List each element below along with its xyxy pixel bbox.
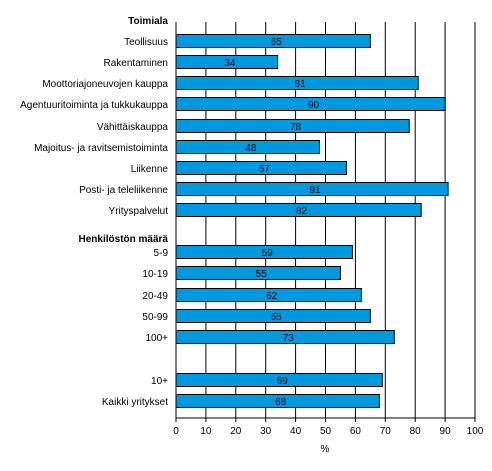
bar-value-label: 34	[224, 58, 236, 69]
x-tick-label: 100	[467, 426, 484, 437]
category-label: Moottoriajoneuvojen kauppa	[42, 79, 168, 90]
group-heading: Toimiala	[128, 16, 168, 27]
category-label: Teollisuus	[124, 37, 168, 48]
x-tick-label: 20	[230, 426, 242, 437]
x-axis: 0 10 20 30 40 50 60 70 80 90 100	[173, 22, 484, 437]
category-label: Kaikki yritykset	[102, 397, 168, 408]
bar-value-label: 65	[271, 312, 283, 323]
x-tick-label: 90	[440, 426, 452, 437]
bar-value-label: 73	[283, 333, 295, 344]
category-label: Yrityspalvelut	[109, 206, 169, 217]
bar-value-label: 90	[308, 100, 320, 111]
bar-value-label: 48	[245, 143, 257, 154]
x-tick-label: 0	[173, 426, 179, 437]
bar-value-label: 59	[262, 248, 274, 259]
category-label: 10+	[151, 376, 168, 387]
bar-value-label: 81	[295, 79, 307, 90]
category-label: Majoitus- ja ravitsemistoiminta	[34, 143, 168, 154]
x-tick-label: 80	[410, 426, 422, 437]
bar-value-label: 55	[256, 269, 268, 280]
category-label: Posti- ja teleliikenne	[79, 185, 168, 196]
category-label: 10-19	[142, 269, 168, 280]
x-tick-label: 10	[200, 426, 212, 437]
x-tick-label: 50	[320, 426, 332, 437]
category-label: Vähittäiskauppa	[97, 122, 169, 133]
x-tick-label: 60	[350, 426, 362, 437]
x-tick-label: 70	[380, 426, 392, 437]
bar-value-label: 57	[259, 164, 271, 175]
bar-value-label: 82	[296, 206, 308, 217]
category-labels: Toimiala Teollisuus Rakentaminen Moottoriaj…	[20, 16, 168, 408]
x-tick-label: 40	[290, 426, 302, 437]
bar-value-label: 78	[290, 122, 302, 133]
bar-value-label: 65	[271, 37, 283, 48]
category-label: 100+	[145, 333, 168, 344]
bar-value-label: 91	[309, 185, 321, 196]
category-label: 20-49	[142, 291, 168, 302]
bar-value-label: 69	[277, 376, 289, 387]
category-label: 50-99	[142, 312, 168, 323]
group-heading: Henkilöstön määrä	[79, 234, 169, 245]
bar-value-label: 62	[266, 291, 278, 302]
x-tick-label: 30	[260, 426, 272, 437]
category-label: Agentuuritoiminta ja tukkukauppa	[20, 100, 168, 111]
category-label: 5-9	[154, 248, 169, 259]
category-label: Rakentaminen	[104, 58, 168, 69]
category-label: Liikenne	[131, 164, 169, 175]
bar-value-label: 68	[275, 397, 287, 408]
x-axis-title: %	[321, 444, 330, 455]
